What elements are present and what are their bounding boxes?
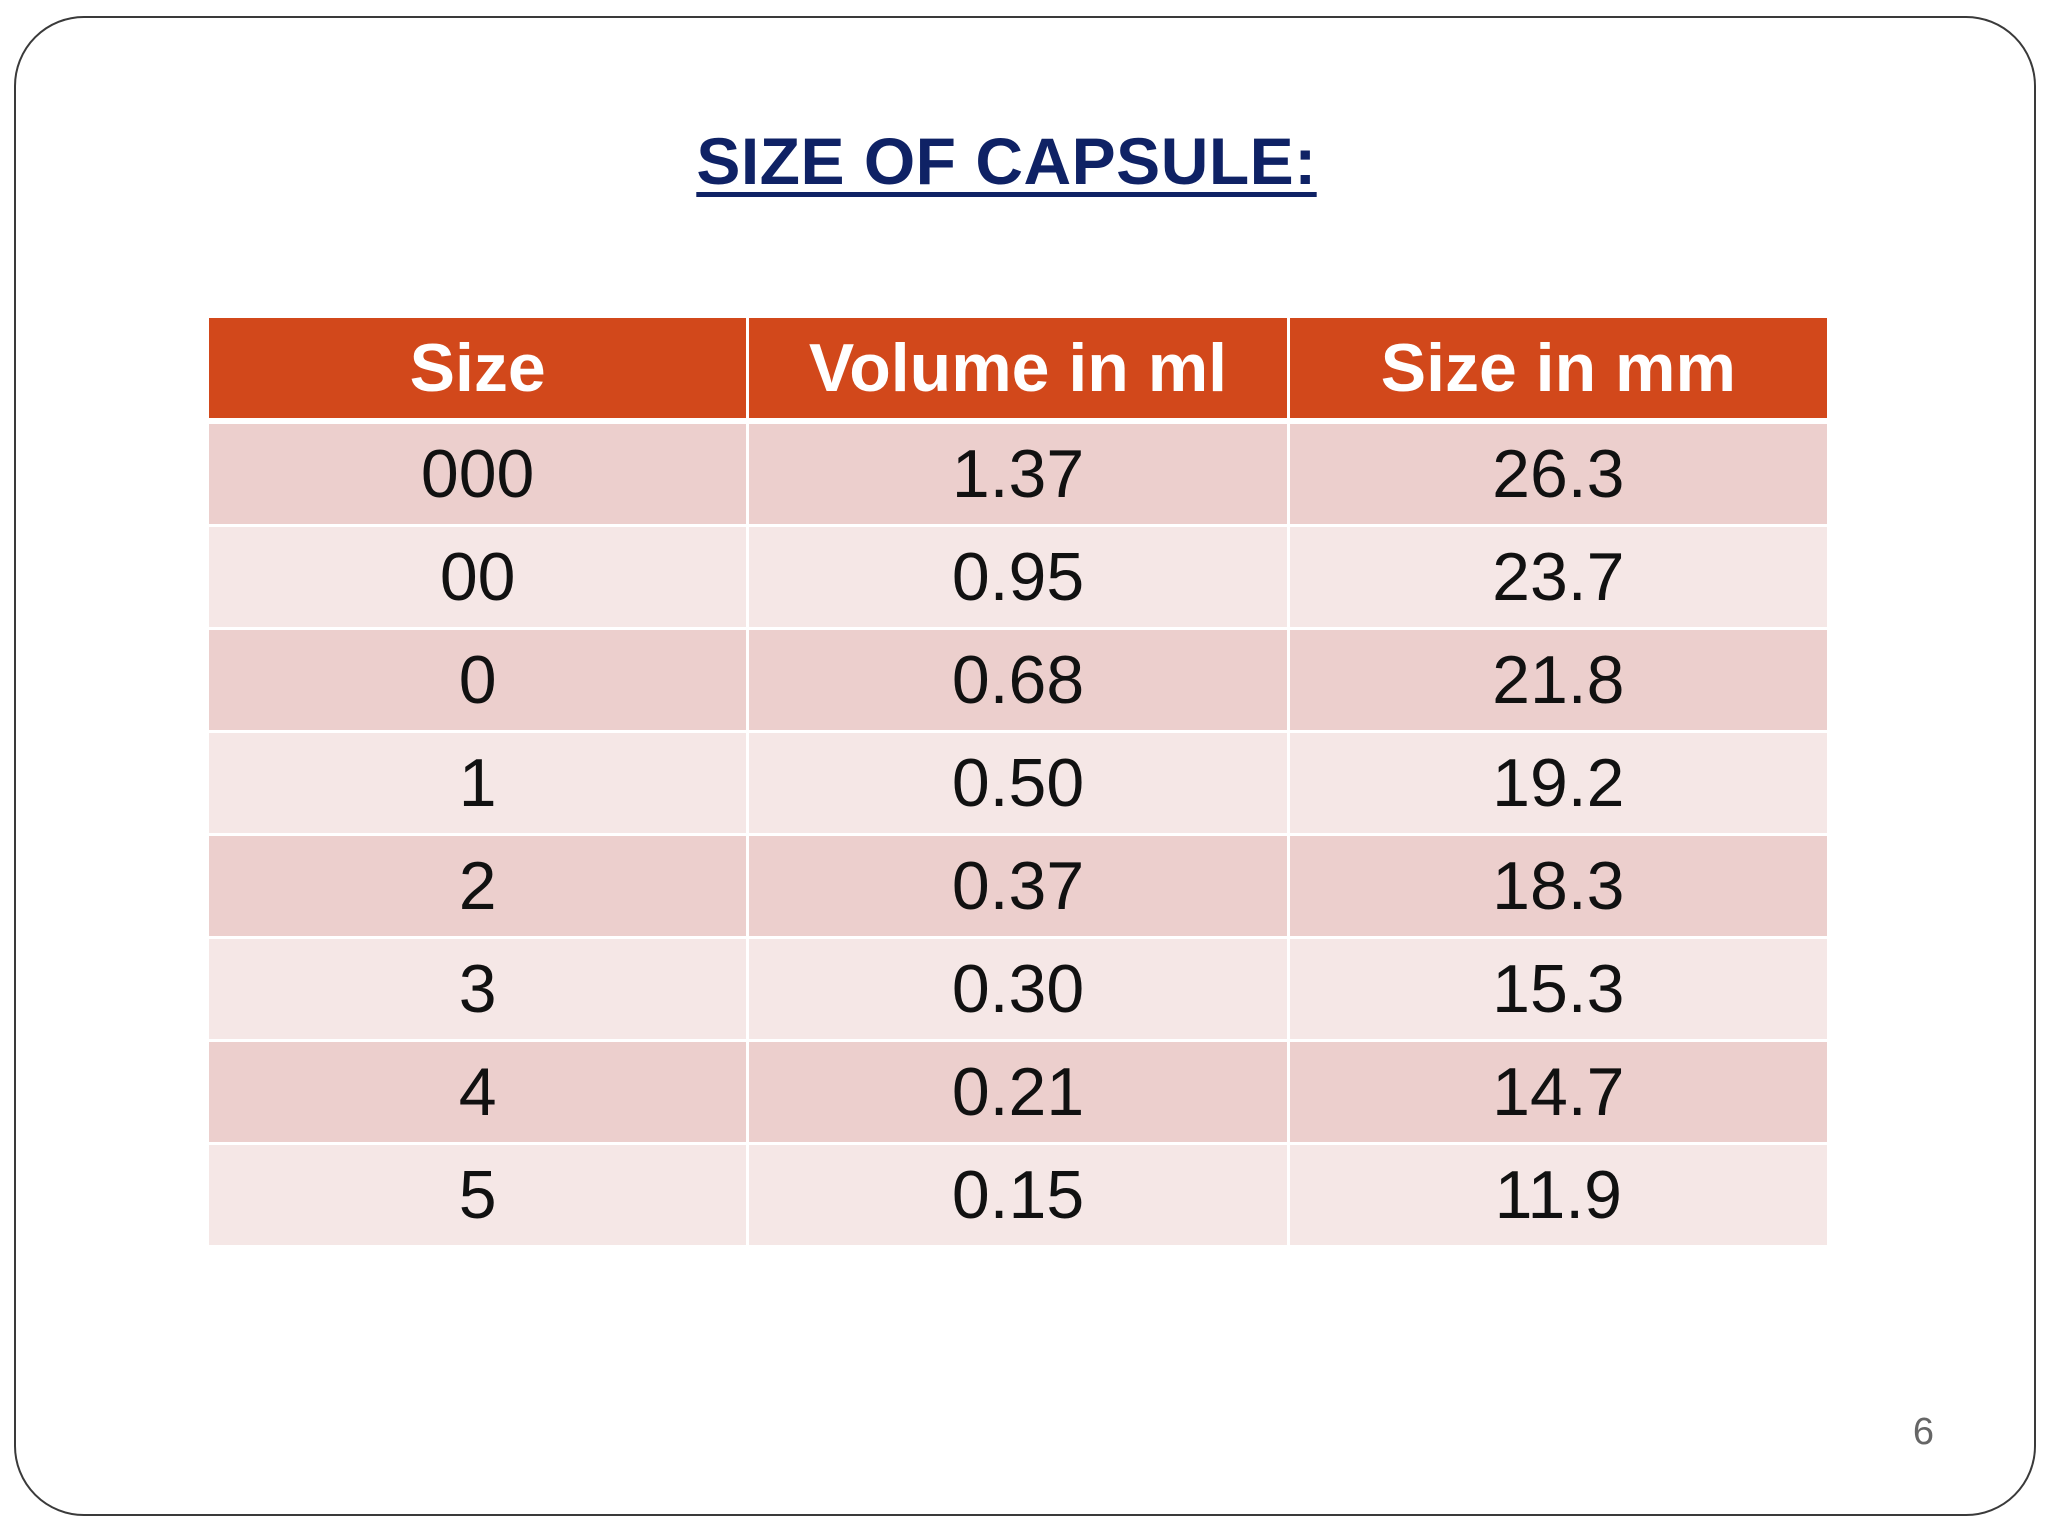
header-size: Size xyxy=(205,315,750,424)
cell-size: 2 xyxy=(205,833,750,939)
slide-title: SIZE OF CAPSULE: xyxy=(696,124,1317,198)
cell-size-mm: 23.7 xyxy=(1286,524,1831,630)
cell-size: 000 xyxy=(205,419,750,527)
cell-size: 4 xyxy=(205,1039,750,1145)
page-number: 6 xyxy=(1912,1411,1934,1453)
cell-size: 00 xyxy=(205,524,750,630)
table-row: 5 0.15 11.9 xyxy=(205,1142,1831,1248)
cell-size: 1 xyxy=(205,730,750,836)
cell-size-mm: 19.2 xyxy=(1286,730,1831,836)
slide-frame: SIZE OF CAPSULE: Size Volume in ml Size … xyxy=(14,16,2036,1516)
cell-size-mm: 21.8 xyxy=(1286,627,1831,733)
cell-size-mm: 15.3 xyxy=(1286,936,1831,1042)
cell-size-mm: 11.9 xyxy=(1286,1142,1831,1248)
cell-size-mm: 18.3 xyxy=(1286,833,1831,939)
table-row: 1 0.50 19.2 xyxy=(205,730,1831,836)
table-row: 4 0.21 14.7 xyxy=(205,1039,1831,1145)
table-row: 00 0.95 23.7 xyxy=(205,524,1831,630)
cell-volume: 0.30 xyxy=(746,936,1290,1042)
cell-volume: 0.95 xyxy=(746,524,1290,630)
cell-volume: 0.21 xyxy=(746,1039,1290,1145)
cell-size-mm: 26.3 xyxy=(1286,419,1831,527)
table-row: 2 0.37 18.3 xyxy=(205,833,1831,939)
cell-volume: 0.50 xyxy=(746,730,1290,836)
cell-size: 0 xyxy=(205,627,750,733)
cell-volume: 0.68 xyxy=(746,627,1290,733)
header-size-mm: Size in mm xyxy=(1286,315,1831,424)
table-row: 3 0.30 15.3 xyxy=(205,936,1831,1042)
table-header-row: Size Volume in ml Size in mm xyxy=(205,315,1831,424)
header-volume: Volume in ml xyxy=(746,315,1290,424)
cell-volume: 0.15 xyxy=(746,1142,1290,1248)
cell-volume: 0.37 xyxy=(746,833,1290,939)
table-row: 0 0.68 21.8 xyxy=(205,627,1831,733)
capsule-size-table: Size Volume in ml Size in mm 000 1.37 26… xyxy=(205,315,1831,1248)
capsule-size-table-wrapper: Size Volume in ml Size in mm 000 1.37 26… xyxy=(205,315,1831,1248)
cell-volume: 1.37 xyxy=(746,419,1290,527)
table-row: 000 1.37 26.3 xyxy=(205,419,1831,527)
cell-size-mm: 14.7 xyxy=(1286,1039,1831,1145)
cell-size: 5 xyxy=(205,1142,750,1248)
cell-size: 3 xyxy=(205,936,750,1042)
